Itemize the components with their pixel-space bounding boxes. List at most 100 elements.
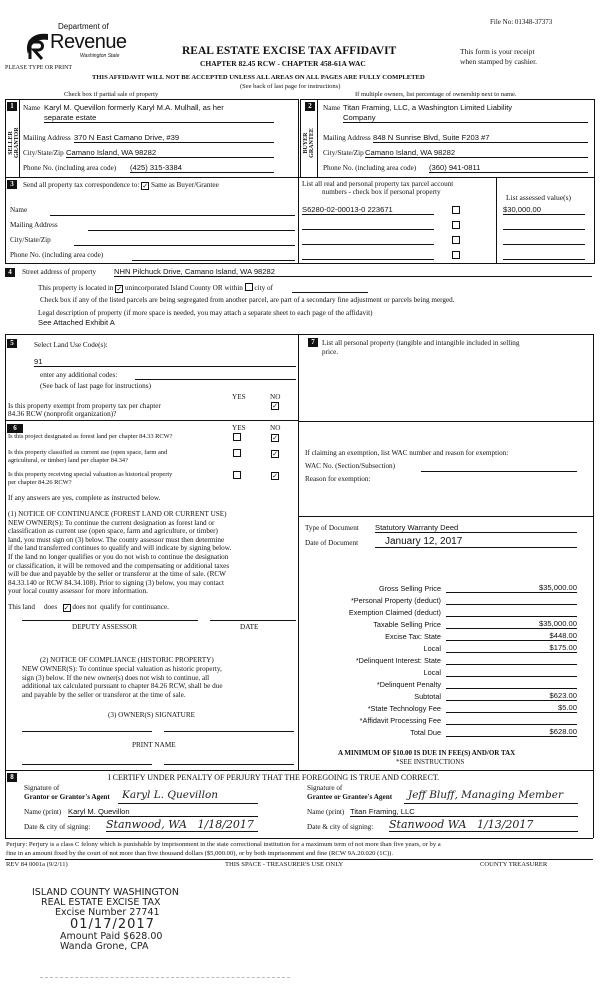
- amount-field[interactable]: [446, 667, 577, 677]
- notice-line: classification as current use (open spac…: [8, 527, 218, 536]
- amount-field[interactable]: [446, 607, 577, 617]
- label: Select Land Use Code(s):: [34, 341, 108, 349]
- no-checkbox[interactable]: ✓: [271, 450, 279, 458]
- grantee-date-city-field[interactable]: Stanwood WA 1/13/2017: [389, 818, 578, 832]
- exempt-no-checkbox[interactable]: ✓: [271, 402, 279, 410]
- logo-line-3: Washington State: [80, 53, 120, 59]
- land-use-code-field[interactable]: 91: [34, 357, 296, 367]
- grantor-signature-field[interactable]: [118, 803, 258, 804]
- label: Date & city of signing:: [307, 823, 374, 831]
- buyer-name-field-2[interactable]: Company: [343, 113, 588, 123]
- yes-checkbox[interactable]: [233, 433, 241, 442]
- label: Mailing Address: [23, 134, 71, 142]
- document-type-field[interactable]: Statutory Warranty Deed: [375, 523, 577, 533]
- same-as-buyer-checkbox[interactable]: ✓: [141, 182, 150, 190]
- document-date-field[interactable]: January 12, 2017: [375, 536, 577, 548]
- grantor-print-name-field[interactable]: Karyl M. Quevillon: [68, 807, 258, 817]
- does-option[interactable]: does: [43, 603, 58, 611]
- owner-signature-field-2[interactable]: [164, 731, 294, 732]
- label: Reason for exemption:: [305, 475, 371, 483]
- seller-name-field-2[interactable]: separate estate: [44, 113, 274, 123]
- personal-property-checkbox[interactable]: [452, 206, 460, 215]
- label: Date of Document: [305, 539, 359, 547]
- correspondence-city-field[interactable]: [74, 245, 295, 246]
- buyer-name-field[interactable]: Titan Framing, LLC, a Washington Limited…: [343, 103, 513, 112]
- yes-checkbox[interactable]: [233, 471, 241, 480]
- amount-field[interactable]: [446, 655, 577, 665]
- print-name-field[interactable]: [22, 764, 152, 765]
- amount-field[interactable]: $35,000.00: [446, 583, 577, 593]
- print-name-field-2[interactable]: [164, 764, 294, 765]
- notice-of-compliance: NEW OWNER(S): To continue special valuat…: [22, 665, 223, 699]
- city-checkbox[interactable]: [244, 283, 253, 291]
- amount-label: *State Technology Fee: [367, 704, 441, 713]
- no-checkbox[interactable]: ✓: [271, 472, 279, 480]
- yes-checkbox[interactable]: [233, 449, 241, 458]
- amount-label: *Personal Property (deduct): [350, 596, 441, 605]
- unincorporated-checkbox[interactable]: ✓: [115, 285, 124, 293]
- no-header: NO: [270, 424, 281, 432]
- personal-property-checkbox[interactable]: [452, 221, 460, 230]
- assessed-value-field[interactable]: [503, 250, 585, 260]
- buyer-phone-field[interactable]: (360) 941-0811: [429, 163, 588, 173]
- notice-of-continuance: (1) NOTICE OF CONTINUANCE (FOREST LAND O…: [8, 510, 231, 596]
- assessor-date-field[interactable]: [210, 620, 296, 621]
- parcel-number-field[interactable]: S6280-02-00013-0 223671: [302, 205, 434, 215]
- label: Phone No. (including area code): [23, 164, 117, 172]
- buyer-city-field[interactable]: Camano Island, WA 98282: [365, 148, 588, 158]
- property-address-field[interactable]: NHN Pilchuck Drive, Camano Island, WA 98…: [114, 267, 592, 277]
- does-not-checkbox[interactable]: ✓: [62, 604, 71, 612]
- form-subtitle: CHAPTER 82.45 RCW - CHAPTER 458-61A WAC: [200, 59, 366, 68]
- seller-address-field[interactable]: 370 N East Camano Drive, #39: [74, 133, 274, 143]
- owner-signature-field[interactable]: [22, 731, 152, 732]
- assessed-value-field[interactable]: [503, 220, 585, 230]
- stamp-line: REAL ESTATE EXCISE TAX: [41, 897, 161, 908]
- legal-description[interactable]: See Attached Exhibit A: [38, 318, 115, 327]
- notice-line: if the land transferred continues to qua…: [8, 544, 232, 553]
- amount-field[interactable]: $448.00: [446, 631, 577, 641]
- label: enter any additional codes:: [40, 371, 118, 379]
- assessed-value-field[interactable]: $30,000.00: [503, 205, 585, 215]
- amount-field[interactable]: $35,000.00: [446, 619, 577, 629]
- assessed-value-field[interactable]: [503, 235, 585, 245]
- amount-field[interactable]: $175.00: [446, 643, 577, 653]
- label: Name (print): [307, 808, 345, 816]
- deputy-assessor-signature-field[interactable]: [22, 620, 198, 621]
- grantee-print-name-field[interactable]: Titan Framing, LLC: [350, 807, 578, 817]
- parcel-number-field[interactable]: [302, 250, 434, 260]
- additional-codes-field[interactable]: [135, 379, 296, 380]
- label: Send all property tax correspondence to:: [23, 181, 140, 189]
- label: City/State/Zip: [23, 149, 64, 157]
- personal-property-checkbox[interactable]: [452, 251, 460, 260]
- label: Signature of: [24, 784, 60, 792]
- correspondence-phone-field[interactable]: [132, 260, 295, 261]
- does-not-option[interactable]: does not: [72, 603, 97, 611]
- amount-field[interactable]: [446, 679, 577, 689]
- amount-field[interactable]: $5.00: [446, 703, 577, 713]
- amount-field[interactable]: $623.00: [446, 691, 577, 701]
- seller-phone-field[interactable]: (425) 315-3384: [130, 163, 274, 173]
- grantee-signature-field[interactable]: [404, 803, 578, 804]
- amount-field[interactable]: [446, 715, 577, 725]
- seller-city-field[interactable]: Camano Island, WA 98282: [66, 148, 274, 158]
- label: Grantor or Grantor's Agent: [24, 793, 110, 801]
- amount-field[interactable]: [446, 595, 577, 605]
- no-checkbox[interactable]: ✓: [271, 434, 279, 442]
- label: Signature of: [307, 784, 343, 792]
- stamp-date: 01/17/2017: [70, 917, 155, 932]
- assessed-header: List assessed value(s): [506, 193, 571, 202]
- correspondence-address-field[interactable]: [88, 230, 295, 231]
- correspondence-name-field[interactable]: [50, 215, 295, 216]
- parcel-number-field[interactable]: [302, 220, 434, 230]
- parcel-number-field[interactable]: [302, 235, 434, 245]
- personal-property-checkbox[interactable]: [452, 236, 460, 245]
- grantor-date-city-field[interactable]: Stanwood, WA 1/18/2017: [106, 818, 258, 832]
- form-title: REAL ESTATE EXCISE TAX AFFIDAVIT: [182, 45, 397, 57]
- city-of-field[interactable]: [292, 292, 368, 293]
- label: Same as Buyer/Grantee: [150, 181, 219, 189]
- amount-field[interactable]: $628.00: [446, 727, 577, 737]
- seller-name-field[interactable]: Karyl M. Quevillon formerly Karyl M.A. M…: [44, 103, 224, 112]
- buyer-address-field[interactable]: 848 N Sunrise Blvd, Suite F203 #7: [373, 133, 588, 143]
- label: If claiming an exemption, list WAC numbe…: [305, 449, 509, 457]
- wac-number-field[interactable]: [421, 471, 577, 472]
